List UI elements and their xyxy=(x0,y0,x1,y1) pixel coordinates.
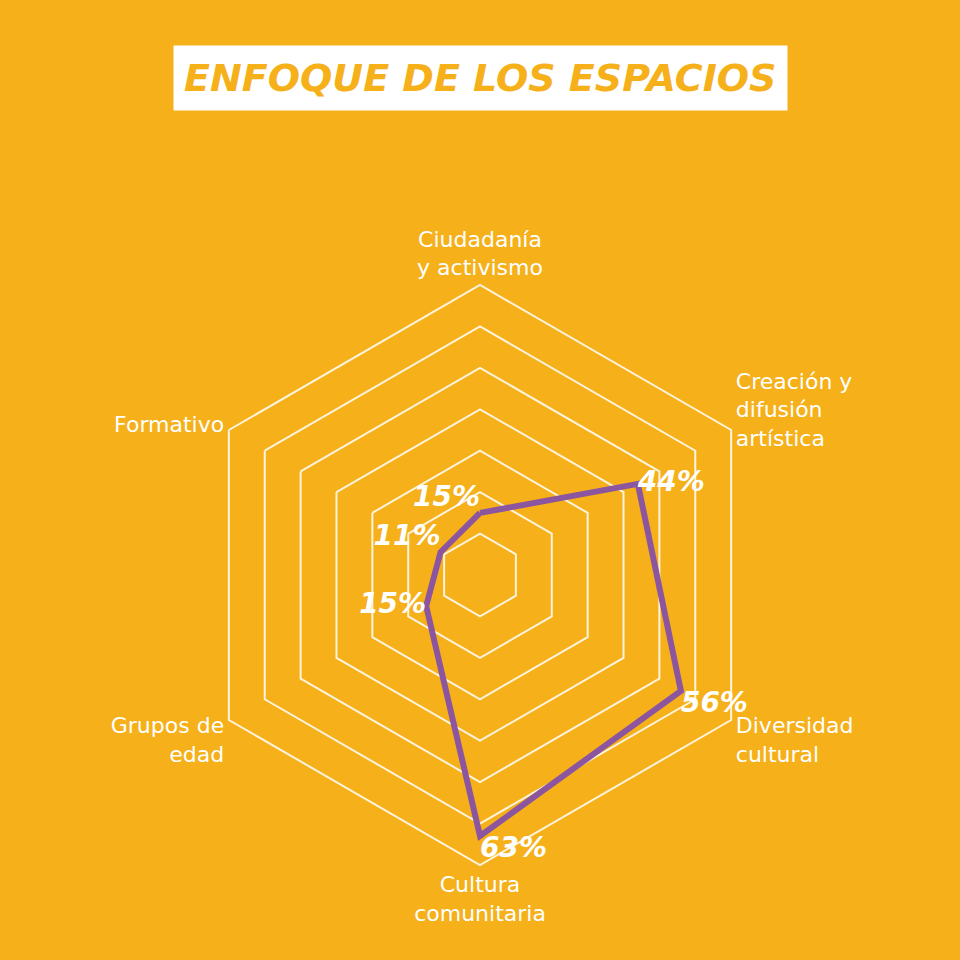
svg-text:Creación ydifusiónartística: Creación ydifusiónartística xyxy=(736,369,853,451)
svg-text:56%: 56% xyxy=(681,686,748,719)
svg-text:15%: 15% xyxy=(413,480,480,513)
svg-text:15%: 15% xyxy=(359,587,426,620)
svg-text:63%: 63% xyxy=(480,831,547,864)
svg-text:11%: 11% xyxy=(373,519,440,552)
svg-text:Culturacomunitaria: Culturacomunitaria xyxy=(414,872,546,926)
svg-text:Grupos deedad: Grupos deedad xyxy=(111,713,224,767)
svg-text:ENFOQUE DE LOS ESPACIOS: ENFOQUE DE LOS ESPACIOS xyxy=(184,56,777,100)
svg-text:44%: 44% xyxy=(637,465,705,498)
svg-text:Diversidadcultural: Diversidadcultural xyxy=(736,713,854,767)
svg-text:Formativo: Formativo xyxy=(114,412,224,437)
svg-text:Ciudadaníay activismo: Ciudadaníay activismo xyxy=(417,227,543,281)
